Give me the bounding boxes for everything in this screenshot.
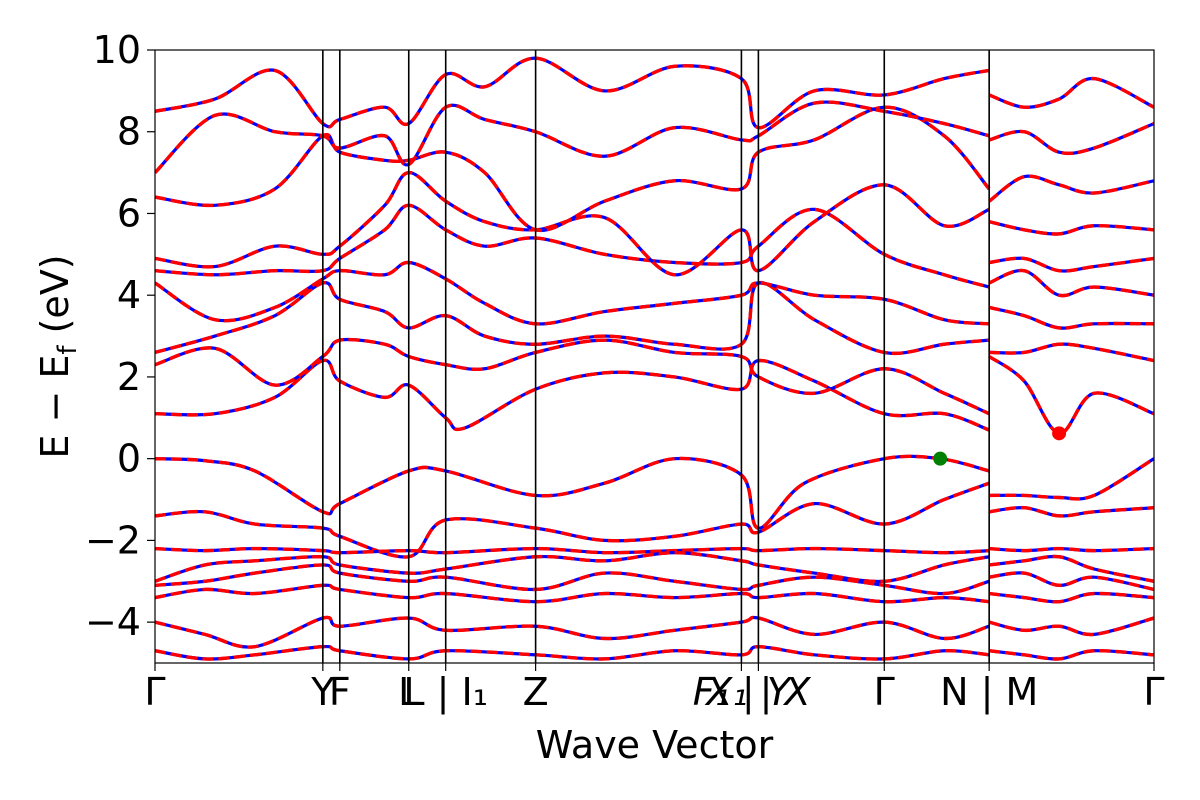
y-axis-ticks: −4 −2 0 2 4 6 8 10 — [85, 28, 155, 644]
band-line-red-5 — [989, 342, 1154, 363]
y-tick-label: 6 — [117, 191, 141, 235]
x-tick-label: Y — [310, 670, 335, 714]
band-line-red-28 — [155, 583, 990, 604]
x-axis-ticks: Γ YF LL | I₁ Z F₁ | YX₁ | X Γ N | M Γ — [144, 663, 1165, 715]
x-tick-label: F₁ | Y — [693, 670, 793, 715]
extremum-marker-1 — [1052, 426, 1067, 441]
x-tick-label: N | M — [940, 670, 1038, 715]
x-axis-title: Wave Vector — [536, 723, 774, 767]
y-axis-title: E − Ef (eV) — [33, 254, 83, 458]
y-tick-label: 0 — [117, 437, 141, 481]
band-line-red-8 — [155, 260, 990, 326]
band-line-red-22 — [155, 546, 990, 555]
band-line-red-16 — [155, 100, 990, 174]
band-line-red-13 — [988, 219, 1154, 236]
band-line-red-21 — [988, 505, 1154, 518]
band-line-red-9 — [988, 268, 1154, 298]
band-line-red-24 — [155, 550, 990, 584]
x-tick-label: Z — [523, 670, 549, 714]
band-line-red-30 — [155, 615, 990, 649]
band-line-red-27 — [988, 571, 1154, 592]
band-line-red-20 — [155, 481, 990, 559]
extremum-marker-0 — [933, 451, 948, 466]
x-tick-label: Γ — [1143, 670, 1164, 714]
x-tick-label: Γ — [144, 670, 165, 714]
kpoint-lines — [322, 50, 990, 663]
band-line-red-18 — [155, 56, 990, 130]
y-tick-label: 8 — [117, 110, 141, 154]
y-tick-label: 4 — [117, 273, 141, 317]
y-tick-label: 10 — [93, 28, 141, 72]
band-line-red-15 — [988, 174, 1154, 203]
band-line-red-33 — [988, 648, 1154, 661]
x-tick-label: L | I₁ — [403, 670, 488, 715]
band-line-red-7 — [988, 305, 1154, 330]
band-line-red-17 — [988, 121, 1154, 156]
band-line-red-1 — [989, 457, 1154, 501]
band-line-red-29 — [988, 591, 1154, 604]
band-line-red-31 — [988, 616, 1154, 637]
band-line-red-23 — [989, 546, 1154, 553]
band-line-red-25 — [988, 554, 1154, 583]
band-line-red-26 — [155, 563, 990, 596]
y-tick-label: −4 — [85, 600, 141, 644]
band-line-red-4 — [155, 337, 990, 416]
x-tick-label: L — [398, 670, 419, 714]
markers-layer — [933, 426, 1067, 466]
band-line-red-0 — [155, 454, 990, 530]
x-tick-label: X₁ | X — [704, 670, 811, 715]
band-line-red-11 — [988, 256, 1154, 273]
x-tick-label: Γ — [874, 670, 895, 714]
y-tick-label: −2 — [85, 518, 141, 562]
band-line-red-32 — [155, 644, 990, 661]
y-tick-label: 2 — [117, 355, 141, 399]
band-line-red-19 — [988, 76, 1154, 109]
plot-frame — [154, 49, 1155, 664]
x-tick-label: F — [329, 670, 351, 714]
plot-background — [155, 50, 1154, 663]
